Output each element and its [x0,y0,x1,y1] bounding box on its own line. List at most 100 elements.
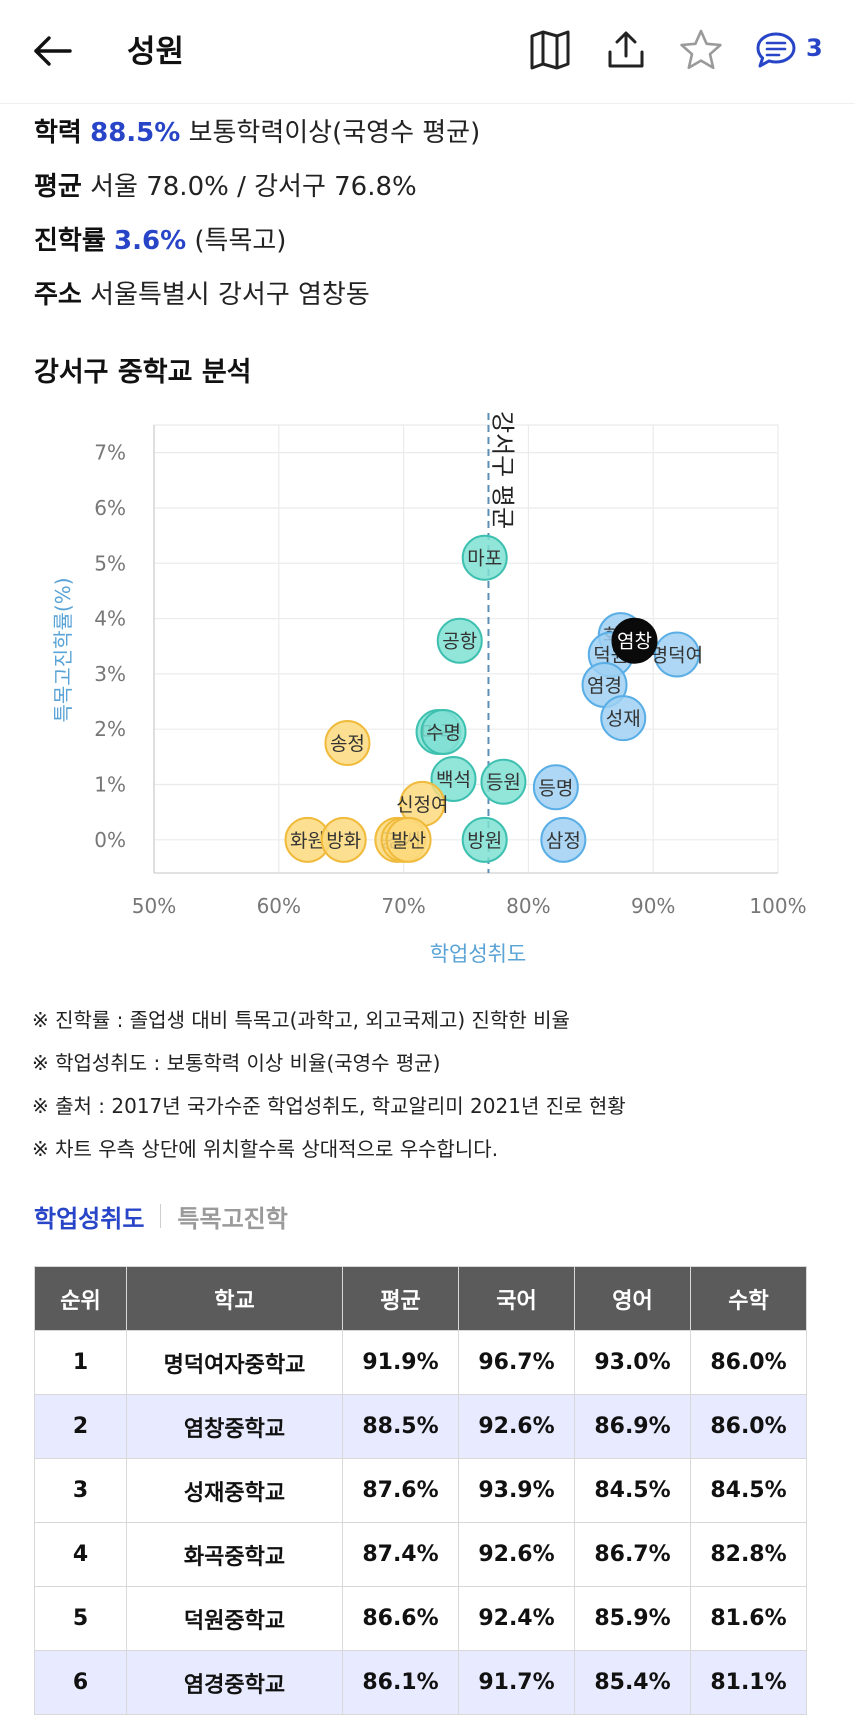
y-tick-label: 7% [94,441,126,465]
favorite-button[interactable] [677,26,725,74]
scatter-chart: 0% 1% 2% 3% 4% 5% 6% 7% 50% 60% 70% 80% 90% 100% 학업성취도… [51,411,807,966]
x-tick-label: 100% [749,894,806,918]
back-button[interactable] [30,28,76,74]
cell-math: 81.6% [690,1586,807,1651]
x-tick-label: 50% [132,894,176,918]
info-academic-label: 학력 [34,118,82,148]
cell-avg: 87.6% [342,1458,459,1523]
data-point-label: 신정여 [396,794,448,816]
table-row[interactable]: 6 염경중학교 86.1% 91.7% 85.4% 81.1% [34,1650,807,1715]
cell-avg: 86.6% [342,1586,459,1651]
table-row[interactable]: 3 성재중학교 87.6% 93.9% 84.5% 84.5% [34,1458,807,1523]
header-math: 수학 [690,1266,807,1331]
header-average: 평균 [342,1266,459,1331]
cell-kor: 92.6% [458,1394,575,1459]
cell-kor: 92.4% [458,1586,575,1651]
data-point-label: 발산 [391,830,426,852]
info-academic-value: 88.5% [90,118,181,148]
data-point-마포 [461,534,508,581]
header-english: 영어 [574,1266,691,1331]
section-title: 강서구 중학교 분석 [34,357,252,388]
x-tick-label: 60% [257,894,301,918]
data-point-label: 방원 [467,830,502,852]
ranking-table: 순위 학교 평균 국어 영어 수학 1 명덕여자중학교 91.9% 96.7% 93.0… [34,1266,807,1715]
cell-rank: 1 [34,1330,127,1395]
table-header-row: 순위 학교 평균 국어 영어 수학 [34,1266,807,1331]
y-tick-label: 2% [94,717,126,741]
data-point-발산 [385,816,432,863]
cell-kor: 92.6% [458,1522,575,1587]
info-address: 주소 서울특별시 강서구 염창동 [34,274,370,311]
info-academic: 학력 88.5% 보통학력이상(국영수 평균) [34,112,480,149]
comment-icon [756,32,796,68]
data-point-label: 방화 [326,830,361,852]
cell-eng: 86.9% [574,1394,691,1459]
cell-school: 덕원중학교 [126,1586,343,1651]
page-title: 성원 [127,34,185,70]
data-point-label: 마포 [467,548,502,570]
y-tick-label: 6% [94,496,126,520]
cell-math: 84.5% [690,1458,807,1523]
cell-avg: 86.1% [342,1650,459,1715]
info-advance-label: 진학률 [34,226,106,256]
data-point-label: 화원 [290,830,325,852]
data-point-방화 [320,816,367,863]
y-tick-label: 4% [94,607,126,631]
cell-kor: 91.7% [458,1650,575,1715]
share-button[interactable] [602,26,650,74]
note-interpretation: ※ 차트 우측 상단에 위치할수록 상대적으로 우수합니다. [32,1137,499,1161]
cell-math: 86.0% [690,1394,807,1459]
data-point-공항 [436,617,483,664]
tab-divider [160,1204,162,1228]
cell-school: 염경중학교 [126,1650,343,1715]
y-tick-label: 1% [94,773,126,797]
y-tick-label: 3% [94,662,126,686]
info-advance-value: 3.6% [114,226,187,256]
tab-special-school[interactable]: 특목고진학 [177,1204,288,1233]
table-row[interactable]: 2 염창중학교 88.5% 92.6% 86.9% 86.0% [34,1394,807,1459]
cell-rank: 3 [34,1458,127,1523]
data-point-등명 [532,764,579,811]
data-point-label: 등명 [538,777,573,799]
note-achievement: ※ 학업성취도 : 보통학력 이상 비율(국영수 평균) [32,1051,441,1075]
cell-math: 86.0% [690,1330,807,1395]
map-book-icon [530,30,570,70]
table-row[interactable]: 4 화곡중학교 87.4% 92.6% 86.7% 82.8% [34,1522,807,1587]
data-point-삼정 [540,816,587,863]
table-row[interactable]: 1 명덕여자중학교 91.9% 96.7% 93.0% 86.0% [34,1330,807,1395]
data-point-등원 [480,758,527,805]
data-point-label: 백석 [436,769,471,791]
comment-button[interactable] [752,26,800,74]
data-point-염창 [611,617,658,664]
info-advance-desc: (특목고) [194,226,287,256]
table-row[interactable]: 5 덕원중학교 86.6% 92.4% 85.9% 81.6% [34,1586,807,1651]
x-tick-label: 90% [631,894,675,918]
y-axis-label: 특목고진학률(%) [51,577,75,722]
x-tick-label: 70% [381,894,425,918]
cell-avg: 87.4% [342,1522,459,1587]
tab-achievement[interactable]: 학업성취도 [34,1204,145,1233]
header-rank: 순위 [34,1266,127,1331]
cell-school: 염창중학교 [126,1394,343,1459]
info-address-value: 서울특별시 강서구 염창동 [90,280,370,310]
header-school: 학교 [126,1266,343,1331]
star-icon [680,29,722,70]
map-button[interactable] [526,26,574,74]
x-tick-label: 80% [506,894,550,918]
cell-eng: 85.9% [574,1586,691,1651]
data-point-label: 공항 [442,631,477,653]
cell-rank: 2 [34,1394,127,1459]
cell-kor: 96.7% [458,1330,575,1395]
cell-school: 화곡중학교 [126,1522,343,1587]
cell-school: 명덕여자중학교 [126,1330,343,1395]
data-point-label: 등원 [486,772,521,794]
info-average-label: 평균 [34,172,82,202]
info-advance: 진학률 3.6% (특목고) [34,220,286,257]
y-tick-label: 5% [94,551,126,575]
cell-kor: 93.9% [458,1458,575,1523]
info-academic-desc: 보통학력이상(국영수 평균) [188,118,481,148]
ranking-tabs: 학업성취도 특목고진학 [34,1198,288,1234]
cell-school: 성재중학교 [126,1458,343,1523]
cell-rank: 4 [34,1522,127,1587]
note-source: ※ 출처 : 2017년 국가수준 학업성취도, 학교알리미 2021년 진로 … [32,1094,626,1118]
